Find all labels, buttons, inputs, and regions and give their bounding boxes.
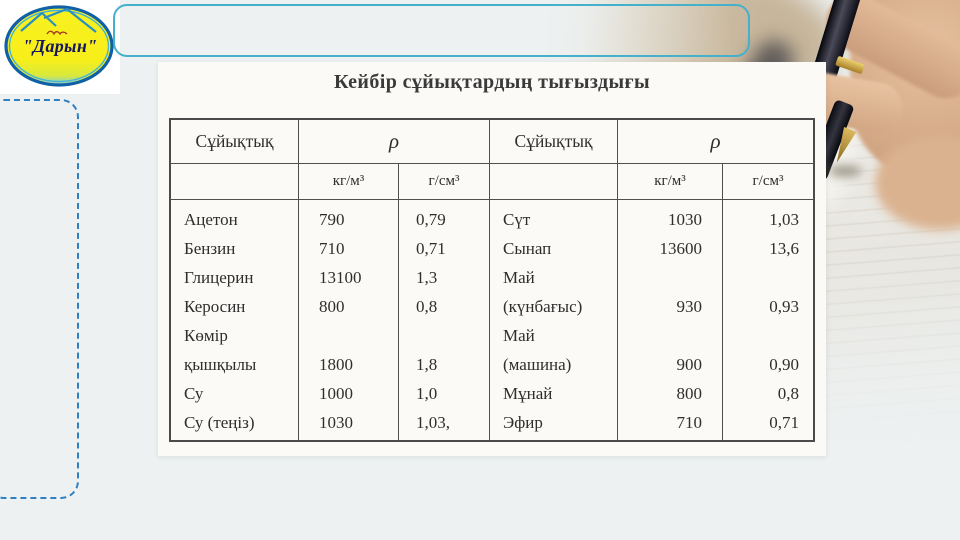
photo-curled-fingers	[875, 135, 960, 230]
table-cell-line: 1,0	[416, 384, 438, 403]
table-cell-line: Сүт	[503, 210, 531, 229]
header-empty-cell	[171, 164, 299, 200]
column-g-values: 0,79 0,71 1,3 0,8 1,8 1,0 1,03,	[399, 200, 489, 440]
density-table: Сұйықтық ρ кг/м³ г/см³ Ацетон Бензин Глице…	[169, 118, 815, 442]
column-kg-values: 1030 13600 930 900 800 710	[618, 200, 723, 440]
photo-hand-knuckles	[850, 0, 960, 180]
table-cell-line: 13,6	[769, 239, 799, 258]
table-cell-line: Су (теңіз)	[184, 413, 255, 432]
table-cell-line: 0,8	[777, 384, 799, 403]
table-cell-line: Май	[503, 326, 535, 345]
table-cell-line: 0,71	[416, 239, 446, 258]
table-right-half: Сұйықтық ρ кг/м³ г/см³ Сүт Сынап Май (күнба…	[489, 120, 813, 440]
logo-ellipse-graphic	[4, 5, 114, 87]
table-cell-line: 1030	[668, 210, 702, 229]
header-unit-g: г/см³	[723, 164, 813, 200]
table-cell-line: 900	[676, 355, 703, 374]
table-cell-line	[723, 321, 813, 350]
header-unit-kg: кг/м³	[299, 164, 399, 200]
table-cell-line: Мұнай	[503, 384, 553, 403]
column-liquid-names: Сүт Сынап Май (күнбағыс) Май (машина) Мұнай Эфи…	[490, 200, 618, 440]
table-cell-line: Ацетон	[184, 210, 238, 229]
table-cell-line: 0,71	[769, 413, 799, 432]
table-cell-line: (машина)	[503, 355, 572, 374]
table-cell-line: 800	[676, 384, 703, 403]
table-cell-line: 13600	[659, 239, 703, 258]
table-cell-line: 0,93	[769, 297, 799, 316]
table-cell-line: Су	[184, 384, 204, 403]
table-cell-line: 0,8	[416, 297, 438, 316]
table-cell-line: 710	[676, 413, 703, 432]
table-cell-line: 13100	[319, 268, 362, 287]
table-cell-line: 1,03	[769, 210, 799, 229]
table-cell-line: Көмір	[184, 326, 228, 345]
table-cell-line: 930	[676, 297, 703, 316]
table-cell-line: 1,03,	[416, 413, 450, 432]
header-empty-cell	[490, 164, 618, 200]
photo-index-finger	[816, 0, 960, 109]
table-cell-line	[399, 321, 489, 350]
header-liquid: Сұйықтық	[171, 120, 299, 164]
table-cell-line: 1,3	[416, 268, 438, 287]
table-cell-line	[618, 263, 722, 292]
table-cell-line: 710	[319, 239, 345, 258]
table-cell-line: Сынап	[503, 239, 552, 258]
column-liquid-names: Ацетон Бензин Глицерин Керосин Көмір қышқылы С…	[171, 200, 299, 440]
table-cell-line	[618, 321, 722, 350]
table-cell-line: 0,79	[416, 210, 446, 229]
table-left-half: Сұйықтық ρ кг/м³ г/см³ Ацетон Бензин Глице…	[171, 120, 489, 440]
header-liquid: Сұйықтық	[490, 120, 618, 164]
table-cell-line: Эфир	[503, 413, 543, 432]
table-cell-line: 1030	[319, 413, 353, 432]
table-cell-line: 0,90	[769, 355, 799, 374]
table-cell-line: Глицерин	[184, 268, 254, 287]
content-placeholder[interactable]	[0, 99, 79, 499]
table-cell-line: Май	[503, 268, 535, 287]
header-rho: ρ	[299, 120, 489, 164]
table-cell-line: қышқылы	[184, 355, 257, 374]
table-cell-line: Керосин	[184, 297, 246, 316]
table-title: Кейбір сұйықтардың тығыздығы	[334, 71, 650, 93]
header-rho: ρ	[618, 120, 813, 164]
table-cell-line: 1800	[319, 355, 353, 374]
column-g-values: 1,03 13,6 0,93 0,90 0,8 0,71	[723, 200, 813, 440]
table-cell-line: 800	[319, 297, 345, 316]
pen-gold-band	[835, 55, 865, 75]
table-scan: Кейбір сұйықтардың тығыздығы Сұйықтық ρ …	[158, 62, 826, 456]
header-unit-kg: кг/м³	[618, 164, 723, 200]
table-cell-line: 1,8	[416, 355, 438, 374]
table-cell-line	[723, 263, 813, 292]
mountains-icon	[20, 7, 97, 33]
table-cell-line	[299, 321, 398, 350]
logo-script-flourish	[46, 30, 68, 36]
table-cell-line: 1000	[319, 384, 353, 403]
column-kg-values: 790 710 13100 800 1800 1000 1030	[299, 200, 399, 440]
header-unit-g: г/см³	[399, 164, 489, 200]
title-placeholder[interactable]	[113, 4, 750, 57]
pen-nib-shadow	[828, 165, 862, 177]
table-cell-line: Бензин	[184, 239, 236, 258]
table-cell-line: 790	[319, 210, 345, 229]
logo-text: "Дарын"	[22, 36, 98, 56]
pen-nib	[828, 126, 859, 166]
table-cell-line: (күнбағыс)	[503, 297, 583, 316]
school-logo: "Дарын"	[0, 0, 120, 94]
